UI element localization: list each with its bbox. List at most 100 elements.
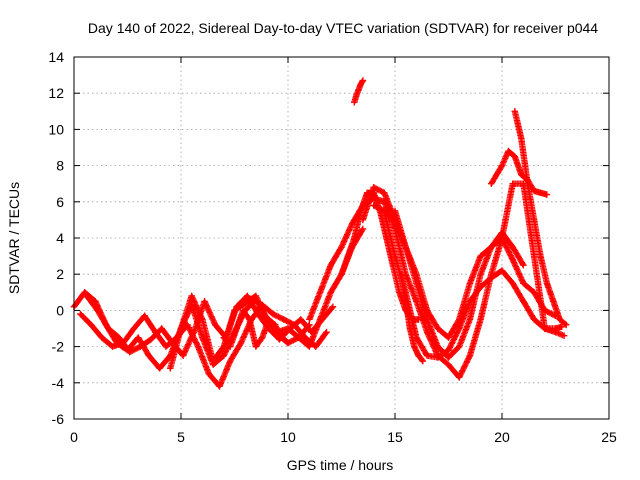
series-sat-track-8 — [391, 207, 559, 341]
data-point — [445, 361, 452, 368]
data-point — [520, 280, 527, 287]
series-sat-track-4 — [167, 225, 367, 372]
data-point — [488, 274, 495, 282]
data-point — [323, 328, 330, 336]
data-point — [237, 339, 245, 347]
data-point — [370, 184, 377, 191]
data-point — [456, 343, 463, 350]
data-point — [520, 298, 527, 305]
data-point — [357, 207, 364, 215]
data-point — [81, 289, 88, 296]
data-point — [560, 332, 568, 339]
data-point — [220, 334, 227, 341]
data-point — [252, 292, 260, 300]
data-point — [316, 316, 324, 323]
y-tick-labels: -6 -4 -2 0 2 4 6 8 10 12 14 — [48, 49, 64, 427]
data-point — [227, 357, 234, 365]
data-point — [423, 352, 431, 359]
data-point — [135, 334, 142, 341]
data-point — [488, 180, 495, 187]
series-sat-track-12 — [351, 77, 367, 106]
data-point — [220, 352, 227, 359]
data-point — [201, 298, 208, 305]
data-point — [376, 207, 384, 215]
series-sat-track-9 — [488, 147, 551, 198]
data-point — [98, 334, 106, 341]
data-point — [306, 343, 313, 350]
data-point — [363, 189, 371, 196]
data-point — [199, 316, 206, 323]
data-point — [456, 374, 463, 381]
data-point — [77, 310, 84, 318]
data-point — [402, 243, 409, 251]
data-point — [423, 307, 431, 314]
data-point — [179, 352, 187, 359]
data-point — [434, 343, 441, 350]
data-point — [381, 189, 388, 196]
data-point — [115, 334, 123, 341]
data-point — [278, 334, 285, 341]
data-point — [413, 298, 420, 305]
data-point — [488, 243, 495, 251]
data-point — [329, 303, 337, 310]
data-point — [530, 187, 538, 195]
data-point — [498, 234, 506, 242]
data-point — [94, 307, 101, 314]
data-point — [109, 343, 116, 350]
data-point — [209, 357, 217, 365]
data-point — [357, 80, 364, 88]
data-point — [563, 321, 570, 329]
data-point — [259, 334, 266, 341]
data-point — [246, 316, 253, 323]
y-tick-label: -4 — [52, 375, 65, 391]
data-point — [498, 267, 506, 274]
data-point — [242, 299, 249, 307]
data-point — [327, 261, 334, 269]
data-point — [477, 283, 484, 291]
data-point — [216, 383, 223, 390]
series-sat-track-10 — [511, 108, 570, 329]
data-point — [338, 243, 345, 251]
data-point — [466, 352, 474, 359]
data-point — [541, 325, 548, 332]
data-point — [456, 316, 463, 323]
data-point — [254, 310, 262, 318]
data-point — [231, 307, 238, 314]
plus-marker-track — [306, 180, 568, 381]
data-point — [233, 325, 240, 332]
data-point — [511, 108, 519, 115]
data-point — [137, 343, 144, 350]
x-tick-label: 10 — [280, 429, 296, 445]
data-point — [408, 316, 416, 323]
data-point — [389, 261, 397, 269]
y-tick-label: 6 — [56, 194, 64, 210]
data-point — [141, 312, 148, 320]
data-point — [509, 243, 516, 251]
x-tick-label: 15 — [387, 429, 403, 445]
data-point — [284, 339, 292, 347]
axis-ticks — [73, 56, 610, 420]
y-tick-label: 8 — [56, 158, 64, 174]
data-point — [184, 321, 191, 329]
data-point — [252, 343, 260, 350]
data-point — [398, 271, 405, 278]
data-point — [227, 343, 234, 350]
data-point — [466, 298, 474, 305]
data-point — [312, 343, 320, 350]
series-sat-track-5 — [306, 180, 568, 381]
data-point — [530, 316, 538, 323]
data-point — [190, 328, 198, 336]
data-point — [147, 336, 155, 343]
data-point — [194, 343, 202, 350]
data-point — [244, 292, 251, 300]
data-point — [530, 252, 538, 260]
data-point — [351, 234, 358, 242]
data-point — [167, 365, 174, 372]
data-point — [265, 316, 272, 323]
series-sat-track-2 — [77, 301, 330, 390]
data-point — [126, 348, 133, 356]
data-point — [524, 180, 531, 187]
data-point — [466, 316, 474, 323]
data-point — [423, 316, 431, 323]
